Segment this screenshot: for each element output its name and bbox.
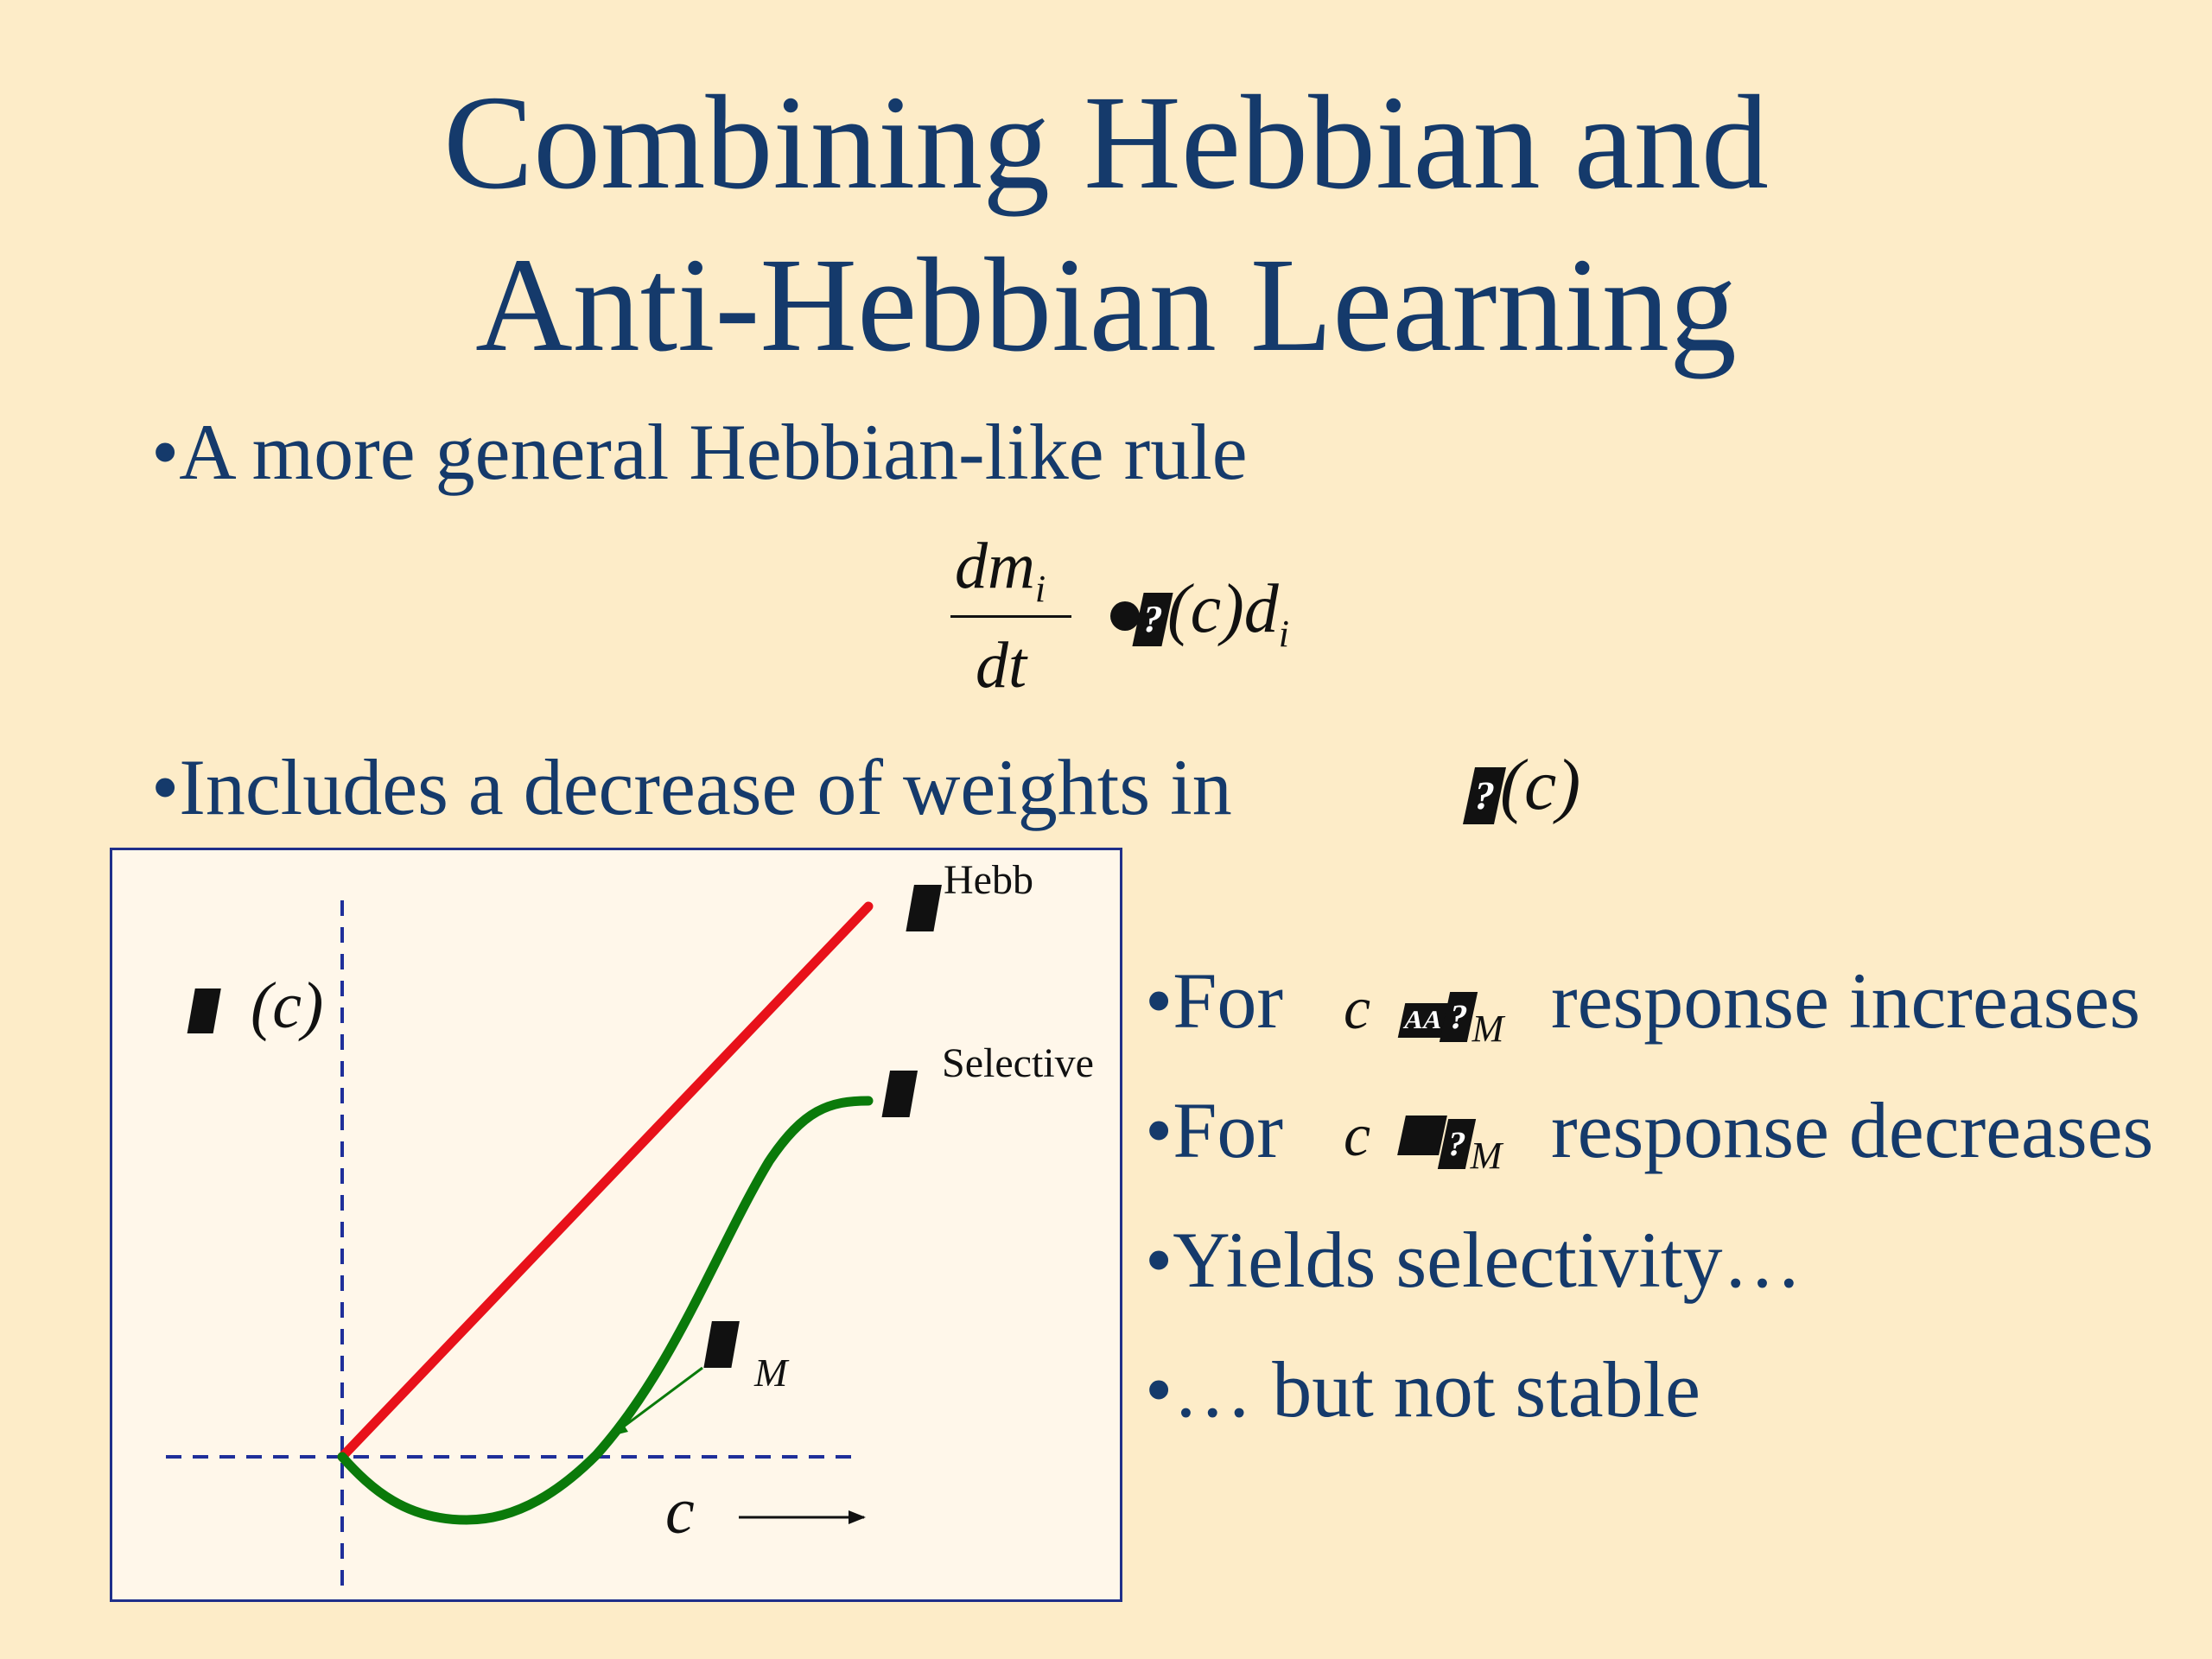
diagram-svg: (c) Hebb Selective M c xyxy=(166,857,1094,1593)
equation-arg: (c) xyxy=(1167,571,1244,647)
bullet-response-decreases: response decreases xyxy=(1551,1086,2154,1174)
bullet-for-increase-label: •For xyxy=(1145,957,1284,1045)
phi-c-arg: (c) xyxy=(1500,745,1581,825)
theta-m-subscript-1: M xyxy=(1471,1007,1504,1050)
x-axis-label: c xyxy=(665,1475,695,1548)
hebb-curve xyxy=(337,901,874,1462)
slide-title-line-1: Combining Hebbian and xyxy=(443,67,1769,217)
numerator-text: dm xyxy=(955,530,1035,602)
bullet-yields-selectivity: •Yields selectivity… xyxy=(1145,1216,1802,1304)
condition-less-than: c ?M xyxy=(1344,1102,1502,1178)
theta-m-subscript: M xyxy=(753,1351,790,1395)
equation-rhs: ?(c)di xyxy=(1132,570,1290,656)
less-than-glyph-icon xyxy=(1396,1116,1447,1155)
learning-rule-equation: dmi dt ?(c)di xyxy=(946,529,1361,710)
bullet-dot-operator xyxy=(1110,601,1140,631)
bullet-for-decrease-label: •For xyxy=(1145,1086,1284,1174)
x-axis-arrowhead xyxy=(849,1510,866,1524)
theta-m-subscript-2: M xyxy=(1470,1135,1503,1177)
y-axis-label: (c) xyxy=(251,969,323,1042)
inline-phi-c: ?(c) xyxy=(1462,743,1581,827)
slide-title-line-2: Anti-Hebbian Learning xyxy=(475,230,1737,379)
hebb-label: Hebb xyxy=(944,857,1033,903)
equation-numerator: dmi xyxy=(955,529,1046,611)
theta-m-glyph-icon xyxy=(703,1321,740,1368)
equation-denominator: dt xyxy=(976,629,1027,702)
bullet-response-increases: response increases xyxy=(1551,957,2141,1045)
phi-function-diagram: (c) Hebb Selective M c xyxy=(110,848,1122,1602)
theta-m-arrowhead xyxy=(611,1422,628,1436)
y-axis-glyph-icon xyxy=(187,988,221,1033)
numerator-subscript: i xyxy=(1034,568,1046,611)
selective-glyph-icon xyxy=(881,1071,918,1117)
hebb-glyph-icon xyxy=(906,885,942,931)
equation-tail-subscript: i xyxy=(1278,613,1290,655)
fraction-bar xyxy=(950,615,1071,618)
condition-greater-than: c AA?M xyxy=(1344,975,1503,1051)
condition-c: c xyxy=(1344,976,1371,1042)
bullet-decrease-weights: •Includes a decrease of weights in xyxy=(151,743,1232,831)
bullet-not-stable: •… but not stable xyxy=(1145,1345,1700,1433)
equation-tail: d xyxy=(1243,571,1279,647)
theta-m-arrow xyxy=(610,1366,703,1438)
condition-c-2: c xyxy=(1344,1103,1371,1169)
selective-label: Selective xyxy=(942,1040,1094,1086)
bullet-general-rule: •A more general Hebbian-like rule xyxy=(151,408,1248,496)
